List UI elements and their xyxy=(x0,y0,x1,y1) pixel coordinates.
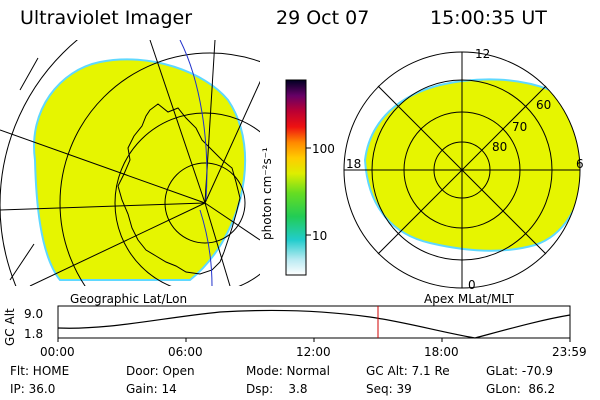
altitude-ymax: 9.0 xyxy=(24,307,44,321)
altitude-xtick: 12:00 xyxy=(296,345,331,359)
colorbar-tick-100: 100 xyxy=(312,142,335,156)
status-gain: Gain: 14 xyxy=(126,382,177,396)
coastline xyxy=(117,103,241,275)
altitude-xtick: 23:59 xyxy=(552,345,587,359)
uv-emission-left xyxy=(33,58,247,281)
status-seq: Seq: 39 xyxy=(366,382,412,396)
polar-image xyxy=(363,78,580,252)
status-glon: GLon: 86.2 xyxy=(486,382,556,396)
status-gc-alt: GC Alt: 7.1 Re xyxy=(366,364,450,378)
polar-grid xyxy=(343,51,581,289)
mlt-12-label: 12 xyxy=(475,47,491,61)
altitude-xtick: 18:00 xyxy=(424,345,459,359)
uv-emission-right xyxy=(363,78,580,252)
mlat-70-label: 70 xyxy=(512,120,528,134)
colorbar xyxy=(285,79,307,276)
time-label: 15:00:35 UT xyxy=(430,7,547,29)
right-panel-caption: Apex MLat/MLT xyxy=(424,292,514,306)
status-door: Door: Open xyxy=(126,364,195,378)
altitude-ylabel: GC Alt xyxy=(3,308,17,346)
mlt-18-label: 18 xyxy=(346,157,362,171)
altitude-ymin: 1.8 xyxy=(24,327,44,341)
altitude-xtick: 00:00 xyxy=(40,345,75,359)
mlat-60-label: 60 xyxy=(536,98,552,112)
mlt-0-label: 0 xyxy=(468,278,476,292)
date-label: 29 Oct 07 xyxy=(276,7,370,29)
status-dsp: Dsp: 3.8 xyxy=(246,382,308,396)
instrument-title: Ultraviolet Imager xyxy=(20,7,193,29)
colorbar-tick-10: 10 xyxy=(312,229,328,243)
altitude-xtick: 06:00 xyxy=(168,345,203,359)
status-glat: GLat: -70.9 xyxy=(486,364,553,378)
colorbar-unit-label: photon cm⁻²s⁻¹ xyxy=(260,147,274,240)
mlt-6-label: 6 xyxy=(576,157,584,171)
left-panel-caption: Geographic Lat/Lon xyxy=(70,292,188,306)
status-flight: Flt: HOME xyxy=(10,364,70,378)
geographic-image xyxy=(0,40,260,286)
status-ip: IP: 36.0 xyxy=(10,382,56,396)
mlat-80-label: 80 xyxy=(492,140,508,154)
altitude-curve xyxy=(57,309,571,339)
status-mode: Mode: Normal xyxy=(246,364,330,378)
